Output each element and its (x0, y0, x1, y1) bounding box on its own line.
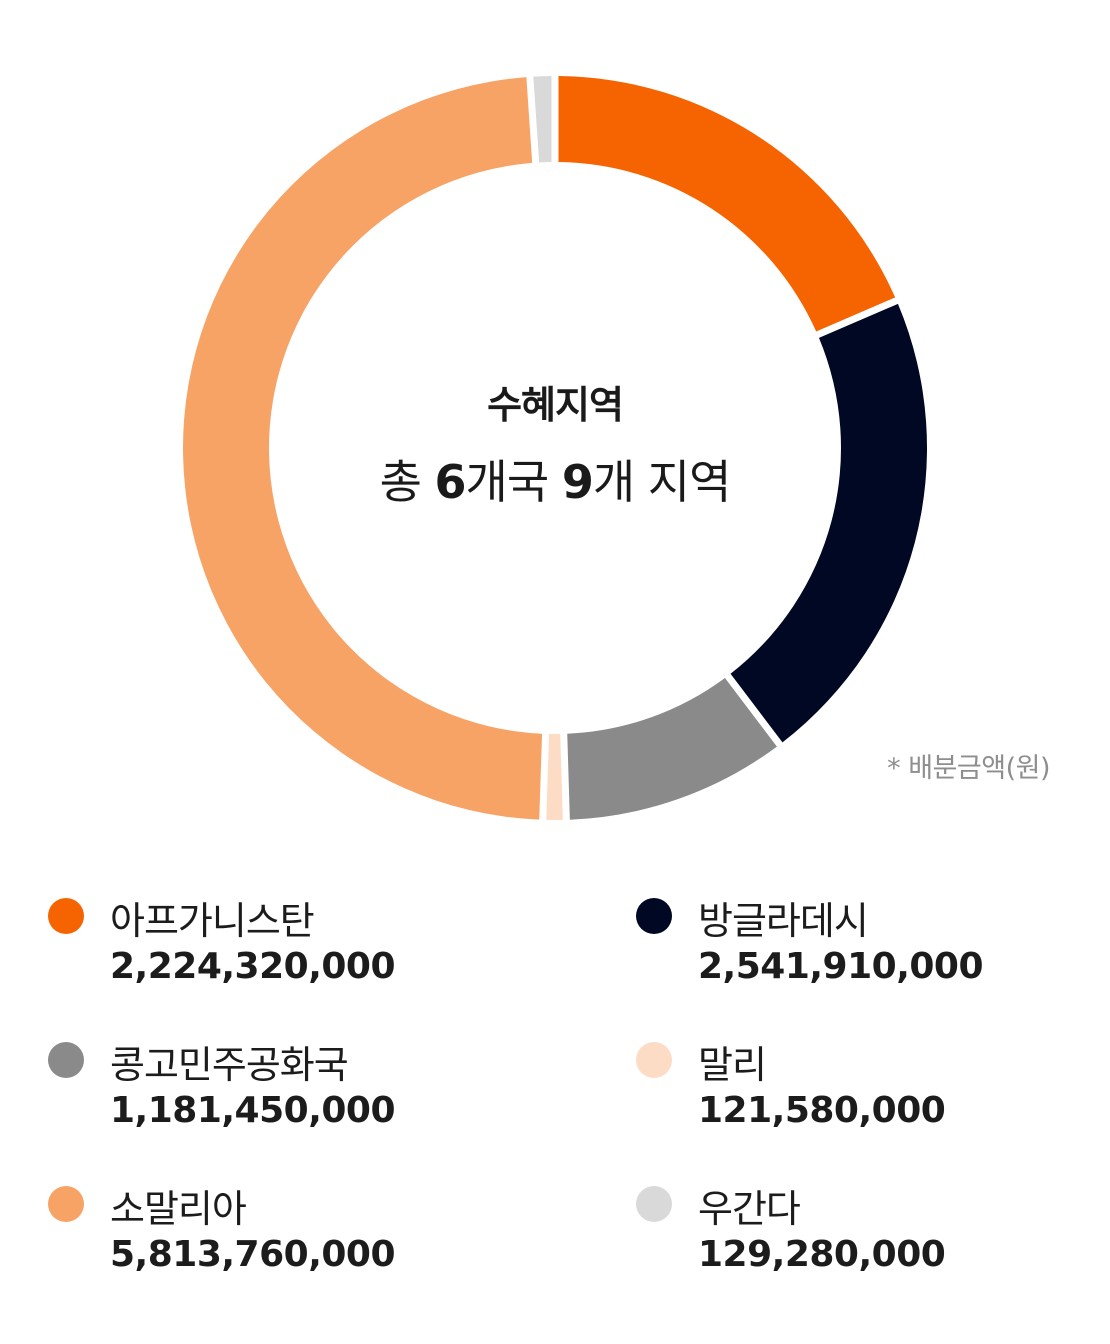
subtitle-suffix: 개 지역 (592, 455, 732, 509)
legend-value: 1,181,450,000 (110, 1090, 396, 1131)
legend-value: 121,580,000 (698, 1090, 946, 1131)
donut-slice-afghanistan (558, 76, 896, 332)
legend-label: 말리 (698, 1043, 767, 1087)
legend-value: 129,280,000 (698, 1234, 946, 1275)
legend-value: 2,224,320,000 (110, 946, 396, 987)
donut-slice-bangladesh (730, 303, 927, 743)
legend-dot-icon (48, 1042, 84, 1078)
legend-label: 콩고민주공화국 (110, 1043, 349, 1087)
legend-dot-icon (636, 898, 672, 934)
legend-item-afghanistan: 아프가니스탄 2,224,320,000 (48, 890, 488, 1000)
legend-label: 소말리아 (110, 1187, 247, 1231)
legend-item-mali: 말리 121,580,000 (636, 1034, 1076, 1144)
center-subtitle: 총 6개국 9개 지역 (305, 446, 805, 512)
legend-dot-icon (48, 898, 84, 934)
legend-label: 우간다 (698, 1187, 801, 1231)
region-count: 9 (561, 455, 594, 509)
legend-item-bangladesh: 방글라데시 2,541,910,000 (636, 890, 1076, 1000)
legend-item-somalia: 소말리아 5,813,760,000 (48, 1178, 488, 1288)
subtitle-prefix: 총 (379, 455, 435, 509)
country-count: 6 (434, 455, 467, 509)
legend: 아프가니스탄 2,224,320,000 방글라데시 2,541,910,000… (0, 890, 1110, 1310)
center-title: 수혜지역 (487, 383, 624, 427)
legend-item-uganda: 우간다 129,280,000 (636, 1178, 1076, 1288)
unit-note: * 배분금액(원) (887, 753, 1050, 784)
donut-slice-uganda (533, 76, 552, 163)
legend-label: 방글라데시 (698, 899, 869, 943)
legend-dot-icon (48, 1186, 84, 1222)
subtitle-mid: 개국 (465, 455, 562, 509)
legend-value: 2,541,910,000 (698, 946, 984, 987)
legend-dot-icon (636, 1042, 672, 1078)
donut-slice-mali (546, 733, 563, 820)
legend-label: 아프가니스탄 (110, 899, 315, 943)
legend-dot-icon (636, 1186, 672, 1222)
donut-slice-somalia (182, 77, 543, 820)
donut-slice-dr-congo (567, 678, 777, 820)
legend-item-dr-congo: 콩고민주공화국 1,181,450,000 (48, 1034, 488, 1144)
legend-value: 5,813,760,000 (110, 1234, 396, 1275)
donut-chart (182, 76, 927, 820)
